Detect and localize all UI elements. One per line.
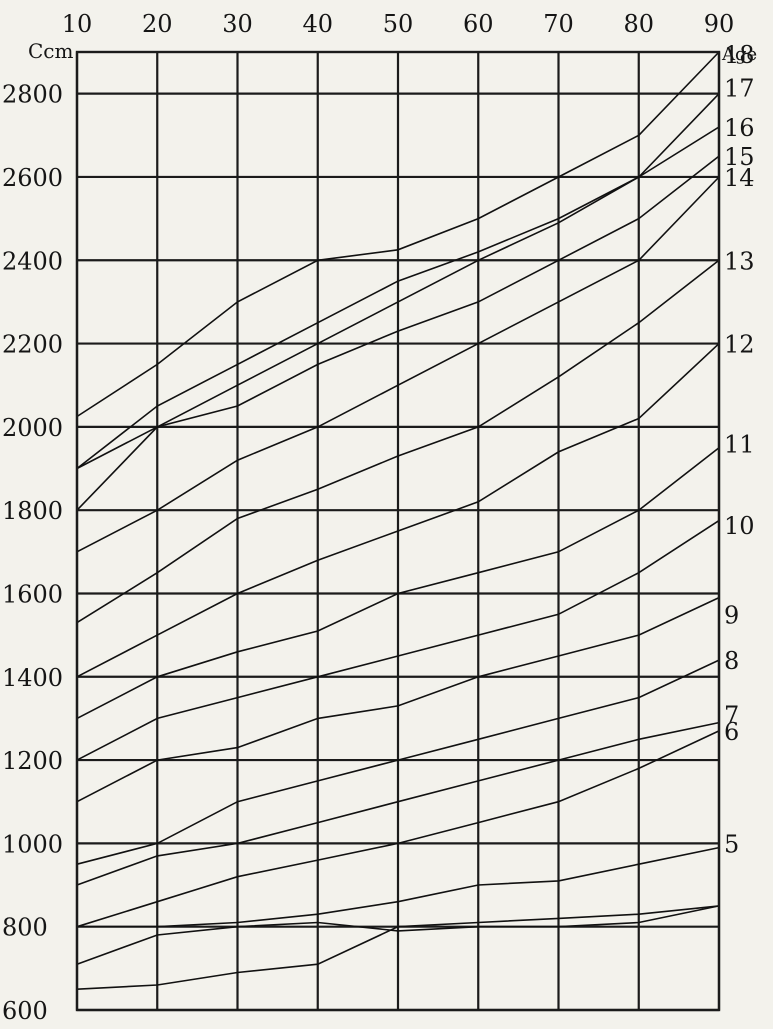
age-label: 5: [724, 830, 739, 858]
age-line-17: [76, 93, 720, 470]
age-label: 14: [724, 164, 755, 192]
plot-frame: [75, 50, 721, 1012]
age-line-9: [76, 596, 720, 803]
age-label: 15: [724, 143, 755, 171]
age-line-unlabeled-14: [76, 905, 720, 965]
age-line-6: [76, 730, 720, 928]
age-label: 9: [724, 601, 739, 629]
age-label: 6: [724, 718, 739, 746]
y-tick-label: 2800: [2, 81, 63, 109]
age-line-10: [76, 519, 720, 761]
age-label: 13: [724, 247, 755, 275]
y-tick-label: 2200: [2, 331, 63, 359]
series-lines: [76, 51, 720, 990]
y-tick-label: 1600: [2, 580, 63, 608]
y-tick-label: 1400: [2, 664, 63, 692]
age-line-11: [76, 447, 720, 720]
age-line-14: [76, 176, 720, 553]
age-line-7: [76, 721, 720, 886]
y-tick-label: 1200: [2, 747, 63, 775]
age-label: 10: [724, 512, 755, 540]
x-tick-label: 40: [302, 10, 333, 38]
y-tick-label: 2000: [2, 414, 63, 442]
x-tick-label: 90: [704, 10, 735, 38]
age-line-5: [77, 846, 720, 928]
age-label: 16: [724, 114, 755, 142]
age-label: 11: [724, 431, 755, 459]
y-tick-label: 800: [2, 914, 48, 942]
age-label: 8: [724, 647, 739, 675]
y-tick-label: 2400: [2, 247, 63, 275]
y-tick-label: 1800: [2, 497, 63, 525]
age-line-12: [76, 343, 720, 678]
x-tick-label: 70: [543, 10, 574, 38]
x-tick-label: 20: [142, 10, 173, 38]
age-line-13: [76, 259, 720, 624]
age-line-16: [76, 126, 720, 470]
age-label: 18: [724, 41, 755, 69]
y-tick-label: 1000: [2, 830, 63, 858]
x-tick-label: 80: [623, 10, 654, 38]
x-tick-labels: 10 20 30 40 50 60 70 80 90: [62, 10, 735, 38]
age-line-18: [76, 51, 720, 418]
y-tick-label: 600: [2, 997, 48, 1025]
y-tick-labels: 600 800 1000 1200 1400 1600 1800 2000 2200 2400 26…: [2, 81, 63, 1025]
y-unit-label: Ccm: [28, 39, 74, 63]
right-axis-title: Age: [721, 44, 757, 65]
age-label: 7: [724, 701, 739, 729]
x-tick-label: 30: [222, 10, 253, 38]
age-label: 17: [724, 74, 755, 102]
x-tick-label: 50: [383, 10, 414, 38]
y-tick-label: 2600: [2, 164, 63, 192]
x-tick-label: 10: [62, 10, 93, 38]
age-line-unlabeled-15: [76, 905, 720, 990]
age-label: 12: [724, 331, 755, 359]
x-tick-label: 60: [463, 10, 494, 38]
age-line-8: [76, 659, 720, 865]
age-line-15: [76, 155, 720, 511]
